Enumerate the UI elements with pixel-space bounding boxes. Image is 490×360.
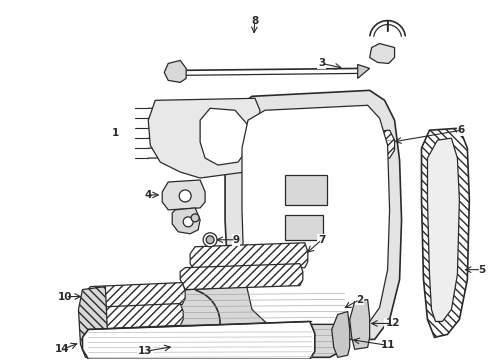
Text: 6: 6 (458, 125, 465, 135)
Polygon shape (427, 138, 460, 321)
Polygon shape (369, 44, 394, 63)
Polygon shape (83, 303, 183, 329)
Polygon shape (242, 105, 390, 324)
Polygon shape (78, 287, 108, 357)
Text: 8: 8 (251, 15, 258, 26)
Polygon shape (148, 98, 260, 178)
Text: 12: 12 (385, 319, 400, 328)
Circle shape (179, 190, 191, 202)
Text: 13: 13 (138, 346, 152, 356)
Circle shape (203, 233, 217, 247)
Polygon shape (190, 243, 308, 272)
Polygon shape (170, 283, 350, 357)
Polygon shape (296, 130, 394, 166)
Polygon shape (350, 300, 369, 349)
Polygon shape (180, 264, 303, 289)
Polygon shape (332, 311, 350, 357)
Text: 5: 5 (478, 265, 485, 275)
Text: 3: 3 (318, 58, 325, 68)
Polygon shape (421, 128, 469, 337)
Polygon shape (172, 208, 200, 234)
Circle shape (191, 214, 199, 222)
Text: 7: 7 (318, 235, 325, 245)
Text: 1: 1 (112, 128, 119, 138)
Polygon shape (85, 283, 185, 309)
Circle shape (206, 236, 214, 244)
Text: 4: 4 (145, 190, 152, 200)
Polygon shape (162, 180, 205, 210)
Polygon shape (225, 90, 401, 339)
Circle shape (183, 217, 193, 227)
Text: 9: 9 (232, 235, 240, 245)
Text: 11: 11 (380, 340, 395, 350)
Bar (285, 175, 327, 205)
Polygon shape (164, 60, 186, 82)
Text: 2: 2 (356, 294, 363, 305)
Text: 10: 10 (58, 292, 73, 302)
Text: 14: 14 (55, 345, 70, 354)
Polygon shape (82, 321, 315, 359)
Polygon shape (358, 64, 369, 78)
Bar (285, 215, 323, 240)
Polygon shape (200, 108, 248, 165)
